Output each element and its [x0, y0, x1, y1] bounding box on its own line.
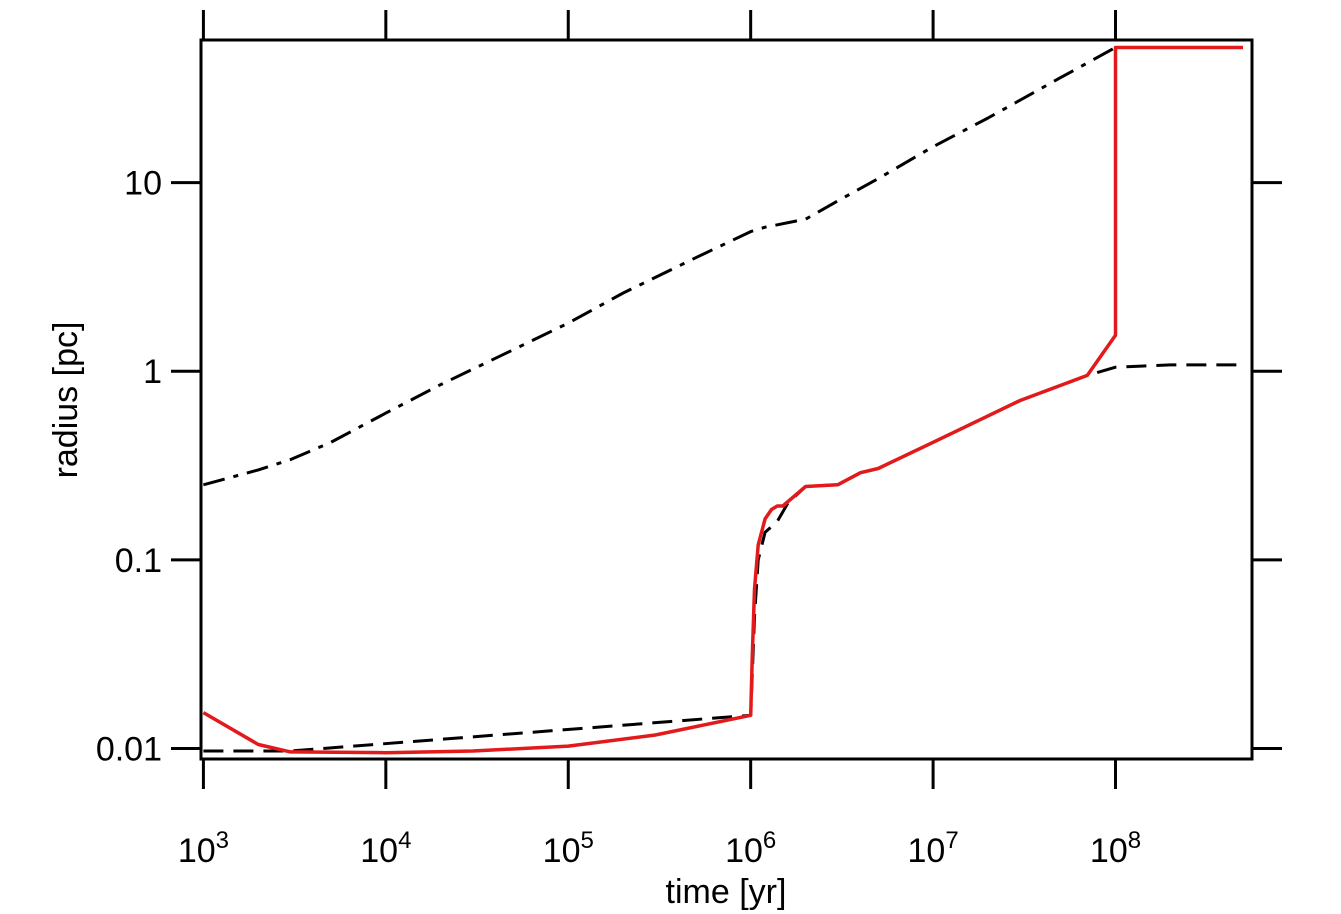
label-layer: 103 104 105 106 107 108 0.01 0.1 1 10	[96, 165, 1141, 870]
x-tick-label-0: 103	[178, 827, 229, 870]
x-tick-label-5: 108	[1090, 827, 1141, 870]
series-line-dashed	[203, 363, 1243, 753]
x-tick-label-1: 104	[360, 827, 411, 870]
y-tick-label-3: 10	[124, 165, 162, 203]
y-tick-label-1: 0.1	[115, 542, 162, 580]
series-line-solid	[202, 45, 1243, 755]
series-line-dash-dot	[203, 46, 1117, 487]
x-tick-label-2: 105	[543, 827, 594, 870]
tick-layer	[171, 10, 1282, 789]
y-axis-title: radius [pc]	[47, 322, 85, 479]
y-tick-label-2: 1	[143, 353, 162, 391]
series-layer	[202, 45, 1243, 755]
plot-frame	[199, 38, 1254, 761]
y-tick-label-0: 0.01	[96, 731, 162, 769]
x-axis-title: time [yr]	[666, 873, 787, 911]
x-tick-label-3: 106	[725, 827, 776, 870]
x-tick-label-4: 107	[908, 827, 959, 870]
